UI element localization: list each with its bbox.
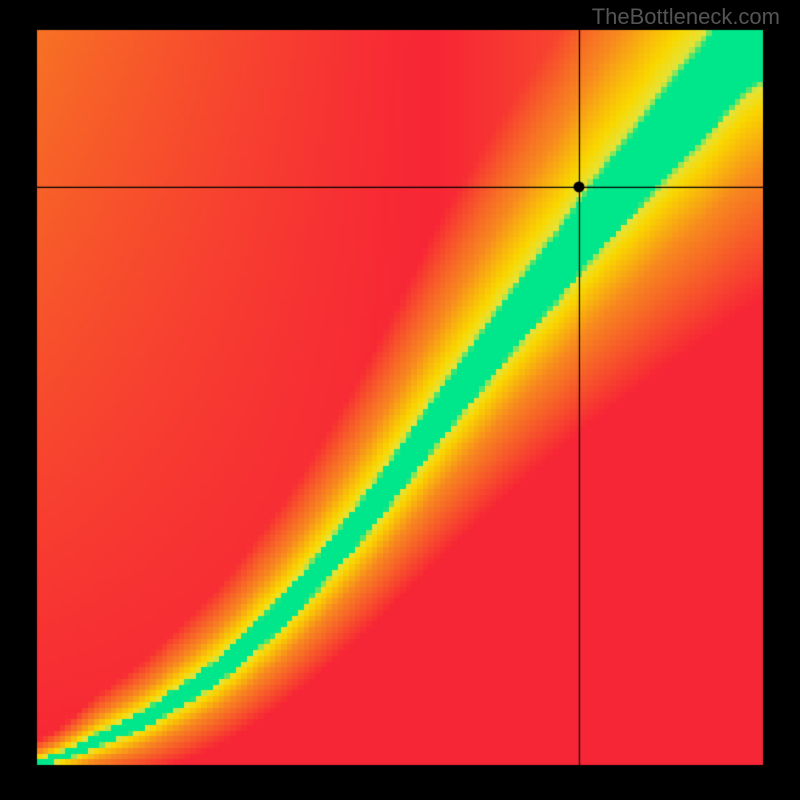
chart-container: TheBottleneck.com <box>0 0 800 800</box>
heatmap-canvas <box>0 0 800 800</box>
watermark-text: TheBottleneck.com <box>592 4 780 30</box>
